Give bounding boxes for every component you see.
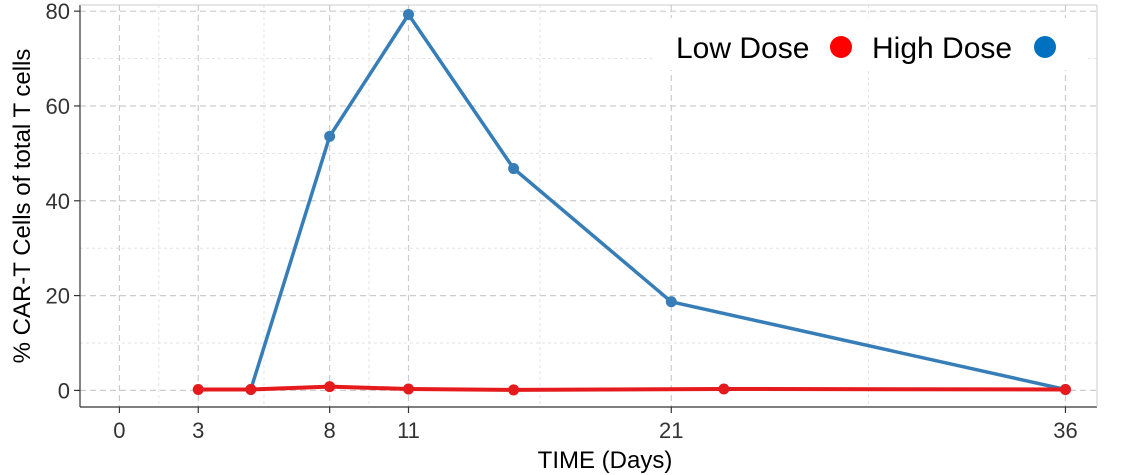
data-point <box>508 384 520 396</box>
data-point <box>324 381 336 393</box>
y-axis-title: % CAR-T Cells of total T cells <box>9 49 36 364</box>
y-tick-label: 80 <box>46 0 70 24</box>
legend-marker-low-dose <box>830 36 852 58</box>
x-tick-label: 0 <box>113 418 125 443</box>
plot-panel <box>80 5 1097 407</box>
legend-label-low-dose: Low Dose <box>676 32 809 65</box>
axes: 0 3 8 11 21 36 0 20 40 60 80 <box>46 0 1098 443</box>
x-tick-label: 21 <box>659 418 683 443</box>
legend-label-high-dose: High Dose <box>872 32 1012 65</box>
series-line <box>249 12 1066 392</box>
data-point <box>192 383 204 395</box>
x-tick-label: 3 <box>192 418 204 443</box>
data-point <box>245 383 257 395</box>
series-low-dose <box>192 381 1071 396</box>
data-point <box>402 383 414 395</box>
data-point <box>718 383 730 395</box>
x-tick-label: 8 <box>324 418 336 443</box>
data-point <box>1059 383 1071 395</box>
y-tick-label: 40 <box>46 189 70 214</box>
legend-marker-high-dose <box>1034 36 1056 58</box>
x-tick-label: 36 <box>1053 418 1077 443</box>
data-point <box>402 8 414 20</box>
y-tick-label: 60 <box>46 94 70 119</box>
data-point <box>665 296 677 308</box>
y-tick-label: 0 <box>58 378 70 403</box>
series-layer <box>192 8 1071 396</box>
data-point <box>508 163 520 175</box>
legend-background <box>655 18 1085 70</box>
y-tick-label: 20 <box>46 284 70 309</box>
x-tick-label: 11 <box>397 418 420 443</box>
legend: Low Dose High Dose <box>655 18 1085 70</box>
x-axis-title: TIME (Days) <box>538 447 673 474</box>
data-point <box>324 130 336 142</box>
